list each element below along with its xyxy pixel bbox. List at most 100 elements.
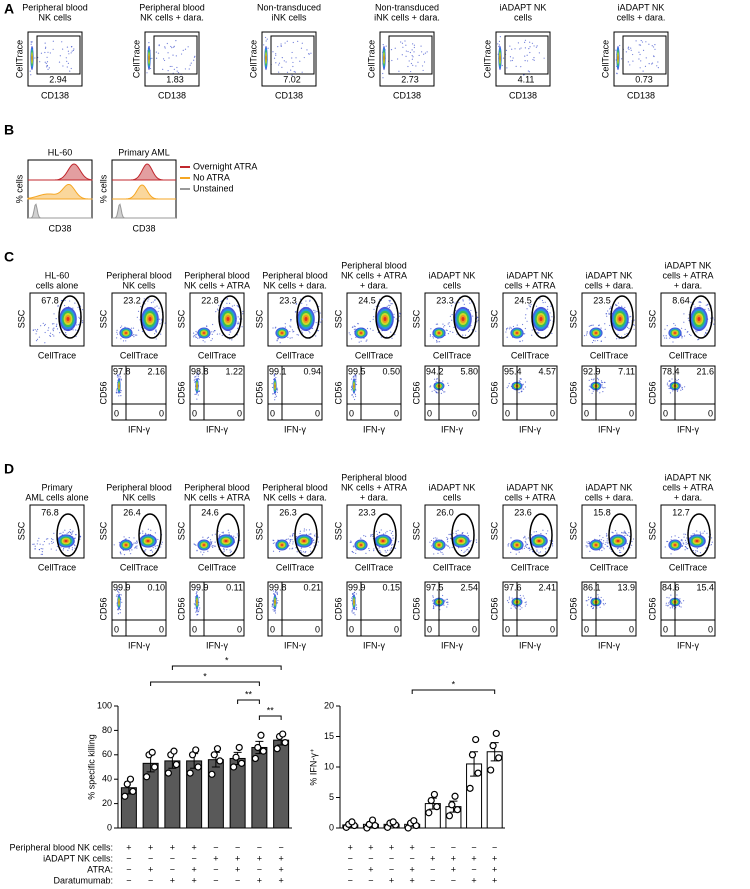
condition-sign: +	[278, 875, 283, 885]
event-dot	[671, 605, 673, 608]
event-dot	[673, 322, 675, 325]
event-dot	[76, 324, 78, 326]
quadrant-value: 99.9	[113, 582, 131, 592]
event-dot	[53, 335, 55, 337]
event-dot	[696, 547, 698, 550]
event-dot	[56, 328, 59, 330]
event-dot	[686, 547, 689, 550]
event-dot	[394, 334, 396, 336]
event-dot	[350, 600, 353, 602]
event-dot	[321, 318, 323, 320]
data-point	[148, 748, 156, 756]
event-dot	[449, 330, 451, 333]
condition-sign: −	[213, 875, 218, 885]
event-dot	[531, 329, 533, 331]
event-dot	[602, 602, 604, 605]
event-dot	[524, 39, 527, 41]
event-dot	[72, 307, 74, 309]
event-dot	[412, 56, 414, 58]
event-dot	[215, 311, 217, 313]
event-dot	[355, 383, 358, 386]
event-dot	[237, 306, 240, 308]
event-dot	[116, 337, 118, 339]
event-dot	[233, 304, 235, 306]
event-dot	[524, 540, 526, 542]
event-dot	[525, 314, 527, 316]
event-dot	[468, 299, 470, 301]
event-dot	[600, 327, 602, 329]
event-dot	[216, 308, 219, 310]
event-dot	[629, 64, 631, 66]
event-dot	[315, 321, 317, 324]
condition-sign: −	[126, 864, 131, 874]
condition-sign: −	[430, 842, 435, 852]
event-dot	[272, 600, 274, 602]
data-point	[235, 743, 243, 752]
event-dot	[388, 304, 390, 307]
event-dot	[506, 386, 508, 389]
event-dot	[374, 301, 376, 303]
gate	[689, 295, 713, 339]
event-dot	[453, 326, 455, 328]
event-dot	[518, 551, 520, 553]
event-dot	[272, 593, 275, 595]
gate	[36, 35, 81, 75]
event-dot	[175, 40, 177, 42]
event-dot	[511, 597, 513, 599]
event-dot	[81, 321, 84, 324]
density	[618, 316, 622, 322]
event-dot	[672, 341, 674, 343]
event-dot	[372, 533, 374, 536]
event-dot	[455, 310, 457, 312]
event-dot	[686, 537, 688, 539]
data-point	[368, 816, 377, 824]
event-dot	[390, 49, 393, 51]
event-dot	[699, 533, 701, 535]
event-dot	[666, 384, 668, 386]
event-dot	[150, 549, 153, 551]
event-dot	[597, 379, 599, 381]
event-dot	[436, 377, 438, 380]
event-dot	[642, 49, 645, 51]
event-dot	[265, 40, 267, 42]
event-dot	[68, 547, 70, 549]
event-dot	[413, 51, 415, 53]
event-dot	[274, 591, 277, 593]
event-dot	[176, 70, 178, 72]
event-dot	[527, 537, 529, 539]
event-dot	[196, 550, 198, 552]
quadrant-value: 0	[349, 408, 354, 418]
event-dot	[132, 327, 135, 329]
event-dot	[641, 41, 644, 43]
event-dot	[449, 537, 452, 539]
event-dot	[47, 68, 49, 70]
event-dot	[195, 376, 197, 378]
event-dot	[602, 536, 604, 539]
event-dot	[609, 547, 611, 549]
x-axis-label: IFN-γ	[677, 640, 699, 650]
plot-title: + dara.	[360, 280, 388, 290]
gate-value: 8.64	[672, 295, 690, 305]
event-dot	[546, 305, 549, 308]
quadrant-value: 5.80	[460, 366, 478, 376]
event-dot	[412, 43, 414, 45]
event-dot	[301, 330, 303, 332]
data-point	[188, 751, 197, 759]
event-dot	[139, 532, 141, 534]
condition-sign: +	[191, 864, 196, 874]
event-dot	[115, 595, 118, 597]
event-dot	[136, 545, 138, 547]
event-dot	[468, 329, 470, 331]
event-dot	[648, 43, 650, 45]
quadrant-value: 99.1	[269, 366, 287, 376]
event-dot	[708, 309, 710, 311]
plot-title: Peripheral blood	[22, 2, 88, 12]
plot-title: + dara.	[360, 492, 388, 502]
event-dot	[44, 331, 46, 334]
event-dot	[369, 320, 371, 323]
event-dot	[38, 336, 41, 338]
event-dot	[140, 305, 142, 308]
event-dot	[531, 42, 534, 44]
significance-bracket	[258, 715, 282, 720]
condition-sign: −	[389, 853, 394, 863]
